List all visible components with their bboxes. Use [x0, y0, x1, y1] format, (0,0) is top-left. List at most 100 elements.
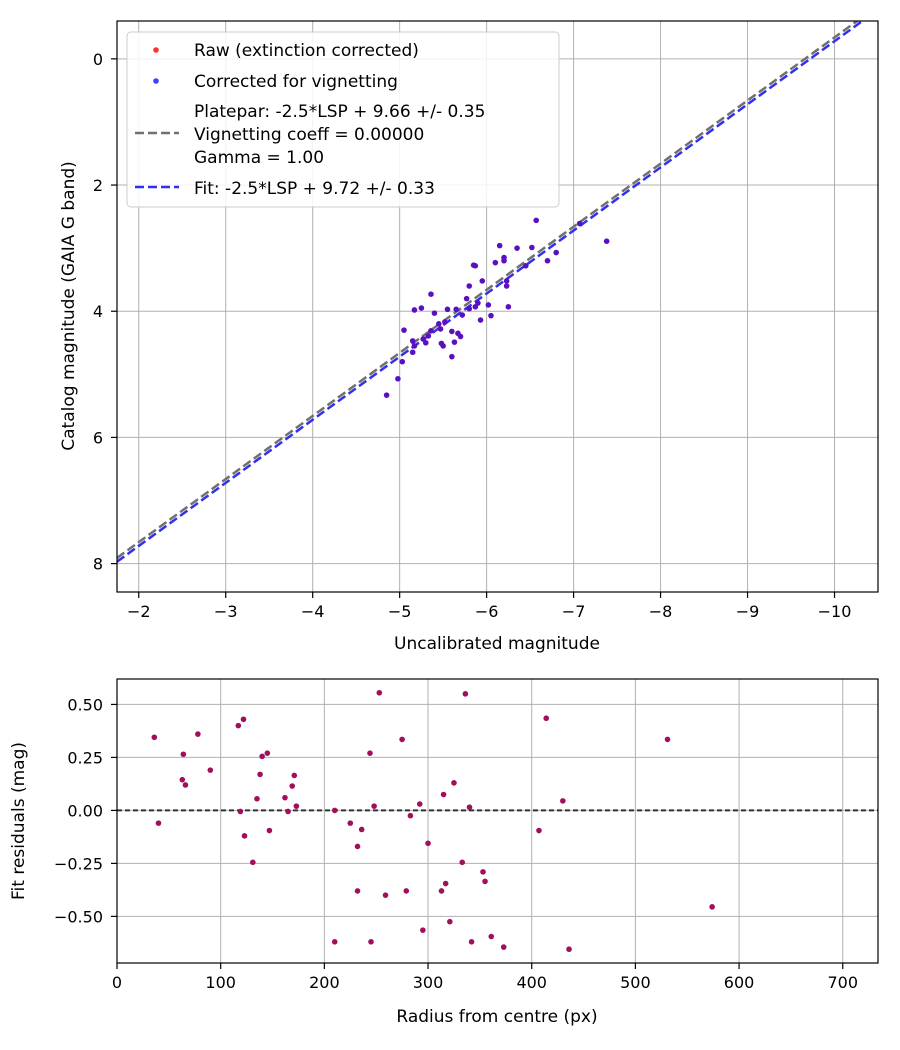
top-data-point	[472, 263, 479, 269]
residual-point	[182, 782, 189, 788]
top-data-point	[475, 300, 481, 306]
top-data-point	[383, 392, 390, 398]
residual-point	[282, 794, 288, 801]
top-data-point	[425, 333, 432, 339]
bottom-y-tick-label: 0.50	[67, 695, 103, 714]
top-data-point	[459, 312, 466, 318]
top-x-axis-label: Uncalibrated magnitude	[394, 634, 600, 654]
top-data-point	[466, 283, 473, 289]
residual-point	[237, 808, 244, 815]
residual-point	[180, 751, 187, 758]
residual-point	[240, 716, 247, 723]
top-x-ticks: −2 −3 −4 −5 −6 −7 −8 −9 −10	[127, 592, 851, 621]
bottom-grid	[116, 679, 878, 963]
residual-point	[254, 795, 260, 802]
top-data-point	[477, 317, 484, 323]
residual-point	[664, 736, 671, 743]
bottom-x-tick-label: 0	[112, 973, 122, 992]
top-y-tick-label: 6	[93, 428, 103, 447]
top-y-tick-label: 4	[93, 302, 103, 321]
bottom-y-tick-label: −0.25	[54, 854, 103, 873]
legend-raw-label: Raw (extinction corrected)	[194, 41, 419, 61]
residual-point	[407, 812, 414, 819]
residual-point	[354, 843, 361, 850]
bottom-y-tick-label: 0.00	[67, 801, 103, 820]
top-data-point	[418, 305, 425, 311]
top-data-point	[533, 217, 540, 224]
top-data-point	[544, 257, 551, 264]
residual-point	[155, 820, 162, 826]
residual-point	[459, 859, 466, 866]
residual-point	[264, 750, 271, 756]
bottom-x-axis-label: Radius from centre (px)	[396, 1007, 597, 1027]
top-data-point	[431, 310, 438, 316]
residual-point	[399, 736, 405, 743]
residual-point	[289, 783, 296, 789]
residual-point	[266, 827, 273, 834]
top-x-tick-label: −10	[818, 602, 852, 621]
top-x-tick-label: −5	[388, 602, 412, 621]
bottom-x-tick-label: 100	[205, 973, 236, 992]
top-chart-panel: −2 −3 −4 −5 −6 −7 −8 −9 −10 0 2 4 6 8 Uncalibrated m…	[59, 20, 879, 654]
top-data-point	[505, 304, 512, 310]
legend-platepar-line-2: Vignetting coeff = 0.00000	[194, 125, 424, 145]
residual-point	[425, 840, 431, 847]
top-data-point	[399, 358, 406, 365]
bottom-x-ticks: 0 100 200 300 400 500 600 700	[112, 963, 858, 992]
top-data-point	[422, 339, 429, 346]
residual-point	[440, 791, 447, 798]
bottom-x-tick-label: 500	[620, 973, 651, 992]
top-data-point	[411, 307, 418, 313]
top-data-point	[449, 353, 455, 360]
residual-point	[543, 715, 550, 722]
top-data-point	[428, 327, 434, 334]
residual-point	[403, 888, 410, 894]
legend-raw-marker	[153, 47, 159, 53]
top-data-point	[496, 242, 503, 249]
top-scatter-points	[383, 217, 610, 398]
top-data-point	[492, 259, 499, 266]
residual-point	[257, 771, 263, 778]
residual-point	[207, 767, 214, 773]
top-data-point	[503, 278, 510, 284]
fit-line	[117, 21, 865, 563]
top-data-point	[442, 319, 448, 325]
top-y-ticks: 0 2 4 6 8	[93, 50, 117, 574]
top-data-point	[479, 278, 486, 284]
legend-platepar-line-1: Platepar: -2.5*LSP + 9.66 +/- 0.35	[194, 102, 485, 122]
residual-point	[438, 888, 445, 894]
top-data-point	[409, 338, 416, 344]
top-x-tick-label: −4	[301, 602, 325, 621]
top-data-point	[435, 321, 442, 327]
residual-point	[709, 904, 715, 910]
top-y-tick-label: 0	[93, 50, 103, 69]
bottom-x-tick-label: 300	[413, 973, 444, 992]
residual-point	[179, 776, 186, 783]
residual-point	[293, 803, 300, 809]
bottom-axes-frame	[116, 678, 879, 964]
top-data-point	[576, 220, 583, 227]
bottom-chart-panel: 0 100 200 300 400 500 600 700 0.50 0.25 0.00 −0.25…	[9, 678, 879, 1027]
legend-box	[126, 31, 560, 208]
top-data-point	[529, 244, 535, 251]
bottom-x-tick-label: 600	[724, 973, 755, 992]
residual-point	[500, 944, 507, 950]
bottom-scatter-points	[151, 689, 715, 953]
residual-point	[416, 801, 423, 807]
residual-point	[354, 888, 361, 894]
platepar-line	[117, 21, 860, 559]
top-data-point	[501, 254, 507, 261]
bottom-y-tick-label: 0.25	[67, 748, 103, 767]
bottom-x-tick-label: 700	[827, 973, 858, 992]
top-y-tick-label: 8	[93, 555, 103, 574]
top-data-point	[463, 295, 470, 302]
residual-point	[466, 804, 473, 811]
residual-point	[368, 939, 374, 945]
residual-point	[488, 933, 495, 940]
top-data-point	[451, 339, 458, 345]
residual-point	[241, 833, 248, 839]
residual-point	[382, 892, 389, 898]
residual-point	[536, 827, 542, 834]
residual-point	[235, 722, 242, 729]
residual-point	[347, 820, 354, 826]
